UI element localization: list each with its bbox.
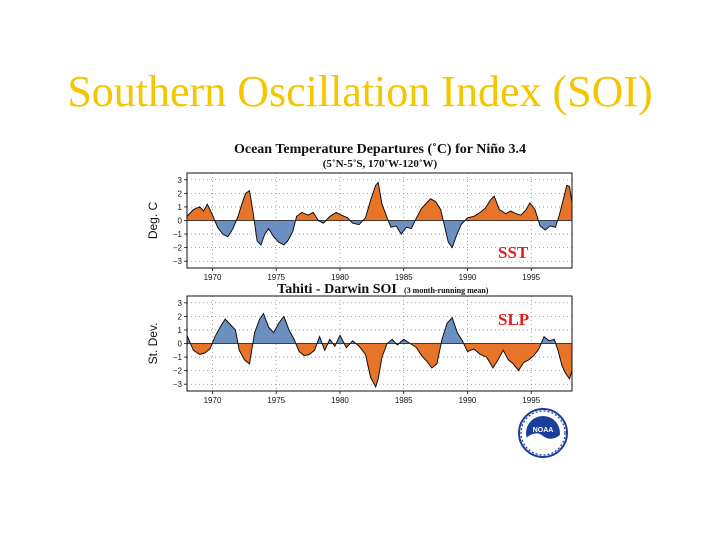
area-positive bbox=[187, 182, 572, 221]
noaa-logo: NOAA bbox=[518, 408, 568, 458]
y-axis-label: Deg. C bbox=[146, 201, 160, 239]
y-tick-label: 3 bbox=[178, 176, 183, 185]
chart-subtitle: (3 month-running mean) bbox=[404, 286, 489, 295]
series-line bbox=[186, 312, 573, 389]
y-tick-label: −2 bbox=[173, 367, 183, 376]
chart-subtitle: (5˚N-5˚S, 170˚W-120˚W) bbox=[323, 158, 438, 170]
x-tick-label: 1985 bbox=[395, 273, 413, 282]
y-tick-label: 3 bbox=[178, 299, 183, 308]
y-tick-label: 1 bbox=[178, 326, 183, 335]
series-line bbox=[186, 181, 573, 249]
logo-dots bbox=[520, 410, 566, 456]
x-tick-label: 1995 bbox=[522, 396, 540, 405]
x-tick-label: 1975 bbox=[267, 273, 285, 282]
y-tick-label: 1 bbox=[178, 203, 183, 212]
y-tick-label: −2 bbox=[173, 244, 183, 253]
logo-text: NOAA bbox=[533, 427, 554, 434]
y-axis-label: St. Dev. bbox=[146, 323, 160, 365]
x-tick-label: 1970 bbox=[204, 273, 222, 282]
x-tick-label: 1990 bbox=[459, 273, 477, 282]
series-label: SLP bbox=[498, 310, 529, 329]
area-negative bbox=[187, 343, 572, 387]
chart-title: Ocean Temperature Departures (˚C) for Ni… bbox=[234, 142, 526, 157]
y-tick-label: 0 bbox=[178, 217, 183, 226]
x-tick-label: 1980 bbox=[331, 273, 349, 282]
slide-title: Southern Oscillation Index (SOI) bbox=[67, 67, 653, 116]
y-tick-label: 2 bbox=[178, 312, 183, 321]
logo-wave bbox=[526, 433, 560, 450]
x-tick-label: 1985 bbox=[395, 396, 413, 405]
y-tick-label: −1 bbox=[173, 230, 183, 239]
x-tick-label: 1990 bbox=[459, 396, 477, 405]
x-tick-label: 1975 bbox=[267, 396, 285, 405]
area-positive bbox=[187, 313, 572, 344]
x-tick-label: 1980 bbox=[331, 396, 349, 405]
chart-title: Tahiti - Darwin SOI bbox=[277, 282, 397, 297]
chart-panel-2 bbox=[184, 295, 573, 394]
y-tick-label: −1 bbox=[173, 353, 183, 362]
y-tick-label: −3 bbox=[173, 257, 183, 266]
x-tick-label: 1970 bbox=[204, 396, 222, 405]
chart-panel-1 bbox=[184, 172, 573, 271]
y-tick-label: 0 bbox=[178, 340, 183, 349]
x-tick-label: 1995 bbox=[522, 273, 540, 282]
series-label: SST bbox=[498, 243, 529, 262]
y-tick-label: −3 bbox=[173, 380, 183, 389]
y-tick-label: 2 bbox=[178, 189, 183, 198]
area-negative bbox=[187, 220, 572, 248]
